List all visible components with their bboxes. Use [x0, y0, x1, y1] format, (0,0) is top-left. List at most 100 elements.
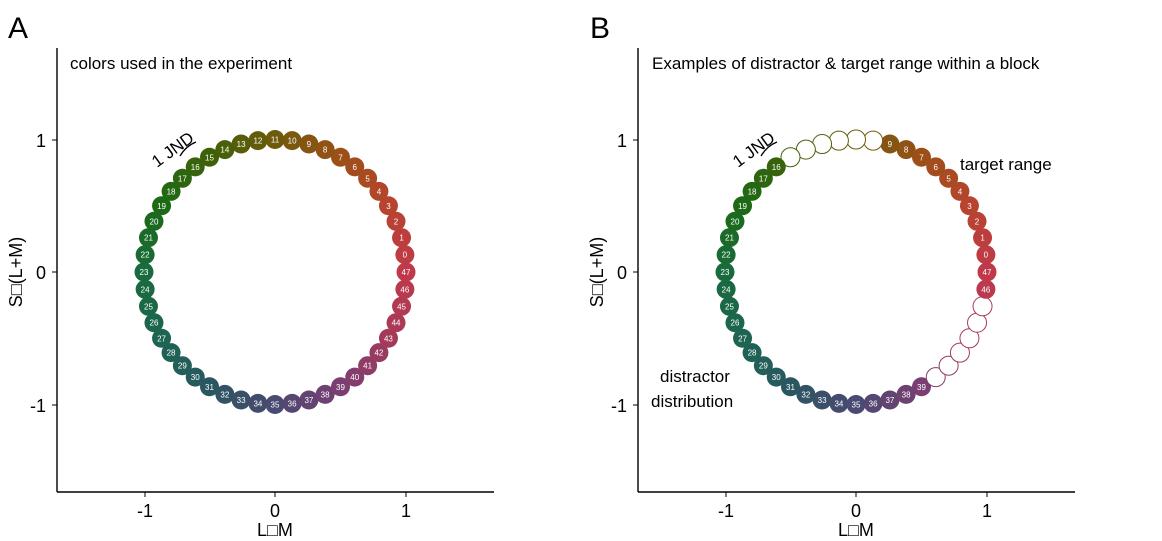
color-dot-21 [138, 228, 158, 248]
color-dot-label: 36 [288, 399, 297, 408]
color-dot-42 [369, 343, 389, 363]
color-dot-4 [369, 181, 389, 201]
color-dot-44 [386, 313, 406, 333]
open-color-dot-11 [846, 129, 866, 150]
color-dot-label: 22 [722, 251, 731, 260]
color-dot-32 [796, 384, 816, 404]
color-dot-label: 40 [350, 373, 359, 382]
color-dot-label: 23 [721, 268, 730, 277]
open-color-dot-45 [972, 296, 993, 317]
color-dot-8 [315, 140, 335, 160]
color-dot-label: 2 [975, 217, 980, 226]
x-tick-label: -1 [137, 501, 153, 521]
color-dot-15 [200, 147, 219, 167]
color-dot-label: 6 [934, 163, 939, 172]
color-dot-label: 24 [722, 285, 731, 294]
color-dot-label: 27 [157, 334, 166, 343]
color-dot-label: 3 [386, 202, 391, 211]
color-dot-label: 8 [323, 146, 328, 155]
y-ticks: 1 0 -1 [30, 131, 57, 416]
color-dot-label: 45 [397, 302, 406, 311]
distractor-label-line2: distribution [651, 392, 733, 411]
color-dot-label: 29 [178, 362, 187, 371]
x-axis-title: L□M [838, 520, 874, 540]
color-dot-label: 3 [967, 202, 972, 211]
color-dot-label: 22 [141, 251, 150, 260]
color-dot-30 [185, 367, 205, 387]
open-color-dot-41 [938, 355, 959, 376]
color-dot-7 [912, 147, 931, 167]
color-dot-label: 23 [140, 268, 149, 277]
color-dot-label: 34 [834, 399, 843, 408]
color-dot-45 [392, 296, 412, 316]
color-dot-34 [248, 393, 268, 413]
color-dot-label: 27 [738, 334, 747, 343]
color-dot-17 [753, 168, 773, 188]
y-axis-title: S□(L+M) [6, 237, 26, 307]
color-dot-label: 47 [402, 268, 411, 277]
color-dot-label: 2 [394, 217, 399, 226]
color-dot-27 [152, 328, 172, 348]
color-dot-22 [716, 245, 736, 265]
color-dot-label: 7 [919, 153, 924, 162]
color-dot-label: 0 [984, 251, 989, 260]
color-dot-36 [863, 393, 883, 413]
color-wheel-dots: 0123456789161718192021222324252627282930… [715, 129, 997, 414]
color-dot-39 [912, 377, 931, 397]
color-dot-25 [138, 296, 158, 316]
color-dot-label: 33 [237, 396, 246, 405]
open-color-dot-15 [780, 147, 801, 168]
color-dot-18 [161, 181, 181, 201]
color-dot-17 [172, 168, 192, 188]
color-dot-label: 6 [353, 163, 358, 172]
color-dot-label: 17 [759, 174, 768, 183]
y-tick-label: 0 [617, 263, 627, 283]
color-dot-label: 24 [141, 285, 150, 294]
color-dot-39 [331, 377, 350, 397]
color-dot-label: 41 [363, 362, 372, 371]
color-dot-label: 9 [888, 140, 893, 149]
y-tick-label: -1 [30, 396, 46, 416]
color-dot-0 [395, 245, 415, 265]
color-dot-19 [733, 196, 753, 216]
color-dot-5 [939, 168, 959, 188]
color-dot-label: 16 [191, 163, 200, 172]
color-dot-label: 44 [392, 319, 401, 328]
color-dot-43 [378, 328, 398, 348]
color-dot-label: 19 [157, 202, 166, 211]
color-dot-label: 13 [237, 140, 246, 149]
color-dot-41 [358, 356, 378, 376]
color-dot-label: 16 [772, 163, 781, 172]
color-dot-33 [812, 390, 832, 410]
color-dot-label: 47 [983, 268, 992, 277]
color-dot-label: 4 [958, 187, 963, 196]
color-dot-31 [781, 377, 800, 397]
color-dot-7 [331, 147, 350, 167]
color-dot-3 [378, 196, 398, 216]
color-dot-label: 31 [786, 383, 795, 392]
color-dot-37 [299, 390, 319, 410]
color-dot-label: 39 [336, 383, 345, 392]
panel-letter: B [590, 12, 610, 45]
color-dot-label: 46 [400, 285, 409, 294]
color-dot-34 [829, 393, 849, 413]
color-dot-label: 43 [384, 334, 393, 343]
color-dot-label: 26 [731, 319, 740, 328]
color-dot-label: 30 [772, 373, 781, 382]
color-dot-label: 5 [365, 174, 370, 183]
color-dot-label: 36 [869, 399, 878, 408]
x-ticks: -1 0 1 [718, 492, 992, 521]
color-dot-46 [976, 279, 996, 299]
color-dot-label: 26 [150, 319, 159, 328]
color-dot-11 [265, 130, 285, 149]
color-dot-20 [144, 211, 164, 231]
color-dot-label: 20 [731, 217, 740, 226]
color-dot-label: 29 [759, 362, 768, 371]
color-dot-10 [282, 131, 302, 151]
color-dot-23 [134, 262, 154, 282]
x-tick-label: 1 [982, 501, 992, 521]
color-dot-32 [215, 384, 235, 404]
color-dot-47 [396, 262, 416, 282]
y-tick-label: -1 [611, 396, 627, 416]
